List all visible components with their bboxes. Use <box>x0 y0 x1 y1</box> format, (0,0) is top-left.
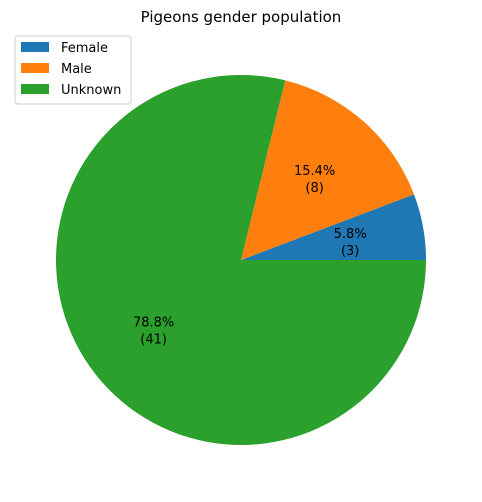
pie-slices <box>55 75 426 446</box>
legend-swatch-female <box>21 42 49 52</box>
slice-count-label: (8) <box>305 181 323 196</box>
chart-title: Pigeons gender population <box>141 8 342 26</box>
legend-swatch-unknown <box>21 84 49 94</box>
legend-label-female: Female <box>61 41 108 56</box>
slice-count-label: (3) <box>341 244 359 259</box>
slice-percent-label: 5.8% <box>334 227 367 242</box>
slice-count-label: (41) <box>140 332 167 347</box>
legend: Female Male Unknown <box>14 35 132 105</box>
slice-percent-label: 15.4% <box>294 164 335 179</box>
legend-label-unknown: Unknown <box>61 83 121 98</box>
legend-label-male: Male <box>61 62 92 77</box>
slice-percent-label: 78.8% <box>133 315 174 330</box>
pie-slice-unknown <box>55 75 426 446</box>
pie-labels: 5.8% (3) 15.4% (8) 78.8% (41) <box>133 164 367 348</box>
pie-slice-male <box>241 80 414 260</box>
pie-slice-female <box>241 194 426 260</box>
legend-swatch-male <box>21 63 49 73</box>
